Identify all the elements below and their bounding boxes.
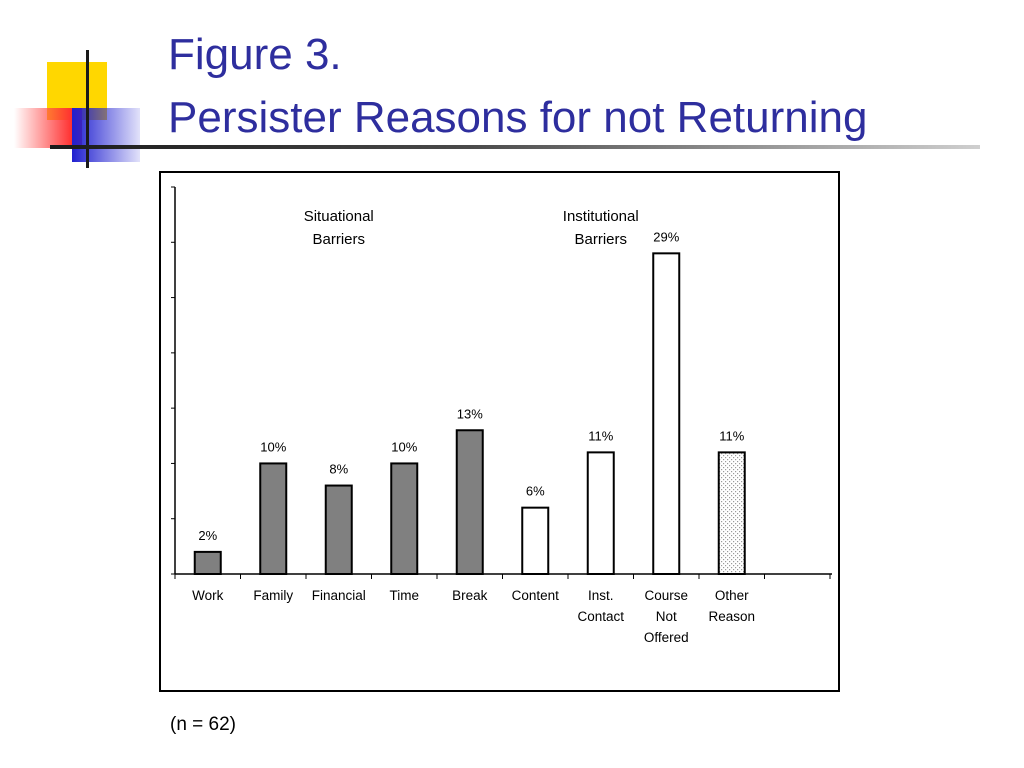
bar-financial bbox=[324, 484, 353, 575]
x-tick-label: Content bbox=[512, 588, 560, 603]
group-label-institutional: Institutional bbox=[563, 208, 639, 225]
data-label: 29% bbox=[653, 229, 679, 244]
data-label: 11% bbox=[719, 428, 744, 443]
bar-break bbox=[455, 429, 484, 575]
data-label: 11% bbox=[588, 428, 613, 443]
bar-family bbox=[259, 462, 288, 575]
x-tick-label: Family bbox=[253, 588, 293, 603]
group-label-situational: Situational bbox=[304, 208, 374, 225]
data-label: 10% bbox=[391, 439, 417, 454]
x-tick-label: Break bbox=[452, 588, 488, 603]
decorative-red-bar bbox=[14, 108, 82, 148]
title-underline-rule bbox=[50, 145, 980, 149]
decorative-blue-square bbox=[72, 108, 140, 162]
bar-work bbox=[193, 550, 222, 575]
x-tick-label: Offered bbox=[644, 630, 689, 645]
slide-title-figure-number: Figure 3. bbox=[168, 30, 342, 79]
decorative-vertical-line bbox=[86, 50, 89, 168]
chart-frame: 2% Work 10% Family 8% Financial 10% Time 13% Brea… bbox=[159, 171, 840, 692]
bar-other-reason bbox=[717, 451, 746, 575]
x-tick-label: Not bbox=[656, 609, 677, 624]
data-label: 10% bbox=[260, 439, 286, 454]
x-tick-label: Financial bbox=[312, 588, 366, 603]
x-tick-label: Other bbox=[715, 588, 749, 603]
x-tick-label: Time bbox=[390, 588, 420, 603]
sample-size-note: (n = 62) bbox=[170, 714, 237, 735]
data-label: 8% bbox=[329, 462, 348, 477]
x-tick-label: Inst. bbox=[588, 588, 614, 603]
slide-title: Persister Reasons for not Returning bbox=[168, 93, 868, 142]
bar-chart: 2% Work 10% Family 8% Financial 10% Time 13% Brea… bbox=[171, 186, 832, 645]
x-tick-label: Course bbox=[644, 588, 688, 603]
bar-course-not-offered bbox=[652, 252, 681, 575]
bar-content bbox=[521, 506, 550, 575]
bar-inst-contact bbox=[586, 451, 615, 575]
group-label-situational: Barriers bbox=[312, 231, 365, 248]
bar-time bbox=[390, 462, 419, 575]
x-tick-label: Work bbox=[192, 588, 224, 603]
x-tick-label: Contact bbox=[577, 609, 624, 624]
x-tick-label: Reason bbox=[708, 609, 755, 624]
data-label: 13% bbox=[457, 406, 483, 421]
data-label: 6% bbox=[526, 484, 545, 499]
data-label: 2% bbox=[198, 528, 217, 543]
group-label-institutional: Barriers bbox=[574, 231, 627, 248]
